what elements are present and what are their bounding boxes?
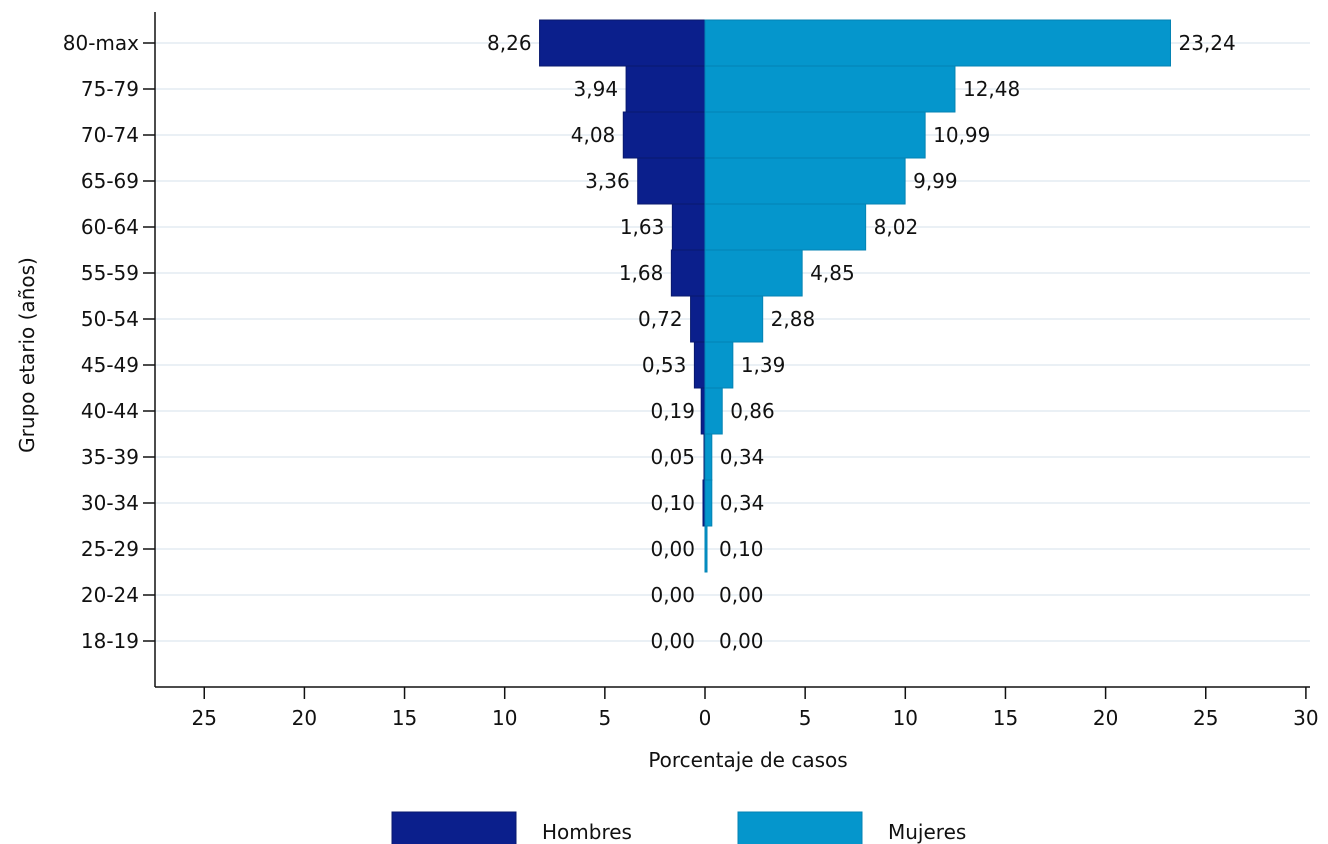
bar-hombres (671, 203, 706, 251)
y-tick-label: 45-49 (81, 353, 139, 377)
axes: 80-max 75-79 70-74 65-69 60-64 55-59 50-54 45-4… (63, 12, 1319, 730)
y-tick-label: 25-29 (81, 537, 139, 561)
y-tick-label: 35-39 (81, 445, 139, 469)
x-tick-label: 15 (392, 706, 417, 730)
x-tick-label: 10 (893, 706, 918, 730)
data-label-mujeres: 9,99 (913, 169, 958, 193)
bar-hombres (625, 65, 706, 113)
bar-mujeres (704, 295, 764, 343)
y-tick-label: 20-24 (81, 583, 139, 607)
data-label-hombres: 0,19 (650, 399, 695, 423)
bar-mujeres (704, 249, 803, 297)
data-label-mujeres: 10,99 (933, 123, 990, 147)
data-label-hombres: 3,36 (585, 169, 630, 193)
data-label-mujeres: 0,34 (720, 491, 765, 515)
bar-mujeres (704, 525, 708, 573)
legend-label: Mujeres (888, 820, 966, 844)
x-tick-label: 20 (1093, 706, 1118, 730)
data-label-hombres: 0,72 (638, 307, 683, 331)
x-axis-title: Porcentaje de casos (648, 748, 847, 772)
y-axis-title: Grupo etario (años) (15, 257, 39, 453)
bar-mujeres (704, 341, 734, 389)
x-tick-label: 30 (1293, 706, 1318, 730)
data-label-mujeres: 8,02 (874, 215, 919, 239)
x-tick-label: 15 (993, 706, 1018, 730)
bar-mujeres (704, 433, 713, 481)
data-label-hombres: 1,68 (619, 261, 664, 285)
data-label-mujeres: 0,00 (719, 629, 764, 653)
bar-hombres (539, 19, 706, 67)
data-label-hombres: 4,08 (571, 123, 616, 147)
bar-mujeres (704, 203, 867, 251)
y-tick-label: 60-64 (81, 215, 139, 239)
bar-mujeres (704, 111, 926, 159)
bar-mujeres (704, 387, 723, 435)
x-tick-label: 25 (192, 706, 217, 730)
bar-mujeres (704, 19, 1171, 67)
data-label-hombres: 0,00 (650, 629, 695, 653)
data-label-mujeres: 0,10 (719, 537, 764, 561)
x-tick-label: 25 (1193, 706, 1218, 730)
data-labels: 8,26 3,94 4,08 3,36 1,63 1,68 0,72 0,53 0,19 0,05… (487, 31, 1236, 653)
y-tick-label: 50-54 (81, 307, 139, 331)
data-label-hombres: 3,94 (574, 77, 619, 101)
data-label-hombres: 8,26 (487, 31, 532, 55)
data-label-hombres: 0,00 (650, 537, 695, 561)
legend: Hombres Mujeres (391, 811, 966, 844)
x-tick-label: 5 (598, 706, 611, 730)
data-label-mujeres: 2,88 (771, 307, 816, 331)
data-label-mujeres: 1,39 (741, 353, 786, 377)
y-tick-label: 80-max (63, 31, 139, 55)
bar-hombres (637, 157, 706, 205)
x-tick-label: 10 (492, 706, 517, 730)
data-label-hombres: 0,05 (650, 445, 695, 469)
legend-label: Hombres (542, 820, 632, 844)
y-tick-label: 55-59 (81, 261, 139, 285)
x-tick-label: 0 (699, 706, 712, 730)
bar-hombres (693, 341, 706, 389)
y-tick-label: 75-79 (81, 77, 139, 101)
bar-mujeres (704, 157, 906, 205)
bars (539, 19, 1171, 573)
data-label-hombres: 1,63 (620, 215, 665, 239)
y-tick-label: 18-19 (81, 629, 139, 653)
data-label-hombres: 0,10 (650, 491, 695, 515)
bar-mujeres (704, 479, 713, 527)
data-label-hombres: 0,53 (642, 353, 687, 377)
y-tick-label: 40-44 (81, 399, 139, 423)
bar-hombres (622, 111, 706, 159)
data-label-mujeres: 12,48 (963, 77, 1020, 101)
legend-swatch (391, 811, 517, 844)
bar-hombres (700, 387, 706, 435)
x-tick-label: 5 (799, 706, 812, 730)
data-label-mujeres: 4,85 (810, 261, 855, 285)
x-tick-label: 20 (292, 706, 317, 730)
y-tick-label: 70-74 (81, 123, 139, 147)
bar-hombres (670, 249, 706, 297)
bar-hombres (690, 295, 706, 343)
y-tick-label: 65-69 (81, 169, 139, 193)
bar-mujeres (704, 65, 956, 113)
data-label-mujeres: 0,34 (720, 445, 765, 469)
y-tick-label: 30-34 (81, 491, 139, 515)
data-label-mujeres: 0,00 (719, 583, 764, 607)
data-label-hombres: 0,00 (650, 583, 695, 607)
data-label-mujeres: 0,86 (730, 399, 775, 423)
data-label-mujeres: 23,24 (1178, 31, 1235, 55)
legend-swatch (737, 811, 863, 844)
